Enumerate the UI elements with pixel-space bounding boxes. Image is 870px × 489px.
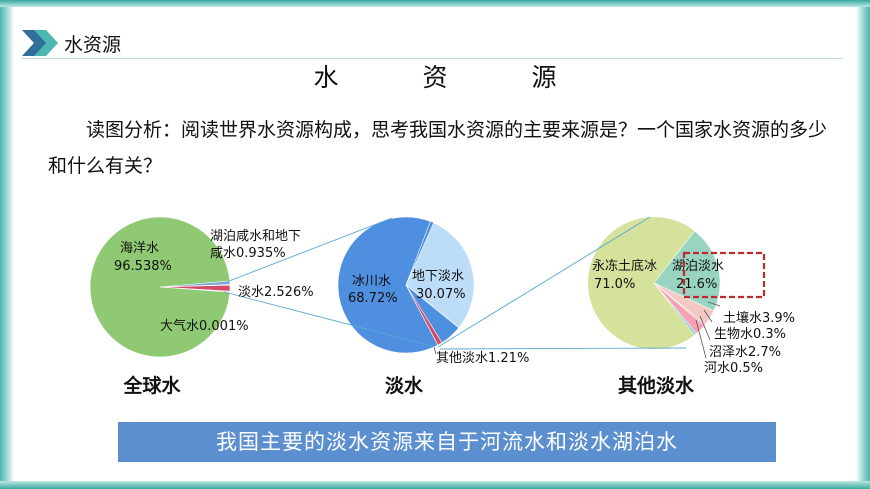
pie-other-leader-2 [699,315,711,341]
pie-fresh-label-glacier-value: 68.72% [348,291,398,306]
pie-other-label-swamp: 沼泽水2.7% [709,345,781,360]
pie-global-slice-atmosphere [159,286,231,293]
pie-fresh-label-other: 其他淡水1.21% [436,351,529,366]
pie-other-label-lake-name: 湖泊淡水 [672,259,724,274]
chevron-right-icon [22,30,58,56]
pie-fresh-slice-glacier-2 [337,216,439,354]
top-border [0,0,870,7]
connector-line-1 [223,291,433,347]
pie-other-label-permafrost-value: 71.0% [594,277,635,292]
header-divider [22,58,842,59]
pie-fresh-label-ground-name: 地下淡水 [412,269,464,284]
section-title: 水资源 [64,33,122,56]
pie-other-slice-river [653,282,697,336]
pie-fresh-label-ground-value: 30.07% [416,287,466,302]
pie-global-title: 全球水 [122,374,181,397]
pie-fresh-label-glacier-name: 冰川水 [352,274,391,289]
connector-line-3 [439,347,687,350]
pie-global-label-ocean-name: 海洋水 [120,241,159,256]
pie-fresh-title: 淡水 [385,375,424,397]
connector-line-0 [223,217,393,284]
pie-fresh-slice-groundwater [405,222,475,329]
pie-global-label-atmos: 大气水0.001% [160,318,249,334]
highlight-box [682,251,766,299]
pie-other-label-bio: 生物水0.3% [714,327,786,342]
section-header: 水资源 [22,30,121,56]
connector-line-2 [437,216,651,348]
pie-fresh-slice-other [405,284,443,346]
bottom-border [0,481,870,489]
pie-other-label-river: 河水0.5% [704,361,763,376]
pie-global-label-saline-value: 咸水0.935% [210,246,286,261]
page-title: 水 资 源 [313,63,595,92]
pie-global-label-fresh: 淡水2.526% [238,285,314,300]
pie-other-leader-3 [695,319,707,359]
pie-other-label-lake-value: 21.6% [676,277,717,292]
pie-global-label-ocean-value: 96.538% [114,259,172,274]
pie-other-label-permafrost-name: 永冻土底冰 [592,258,657,274]
pie-other-leader-0 [707,301,721,307]
pie-fresh-leader-other [433,346,437,355]
conclusion-banner: 我国主要的淡水资源来自于河流水和淡水湖泊水 [118,422,776,462]
pie-global-label-saline-name-1: 湖泊咸水和地下 [210,229,301,244]
pie-other-label-soil: 土壤水3.9% [723,310,795,326]
question-text: 读图分析：阅读世界水资源构成，思考我国水资源的主要来源是？一个国家水资源的多少和… [48,119,828,177]
pie-other-title: 其他淡水 [618,374,695,397]
pie-other-leader-1 [703,309,713,323]
